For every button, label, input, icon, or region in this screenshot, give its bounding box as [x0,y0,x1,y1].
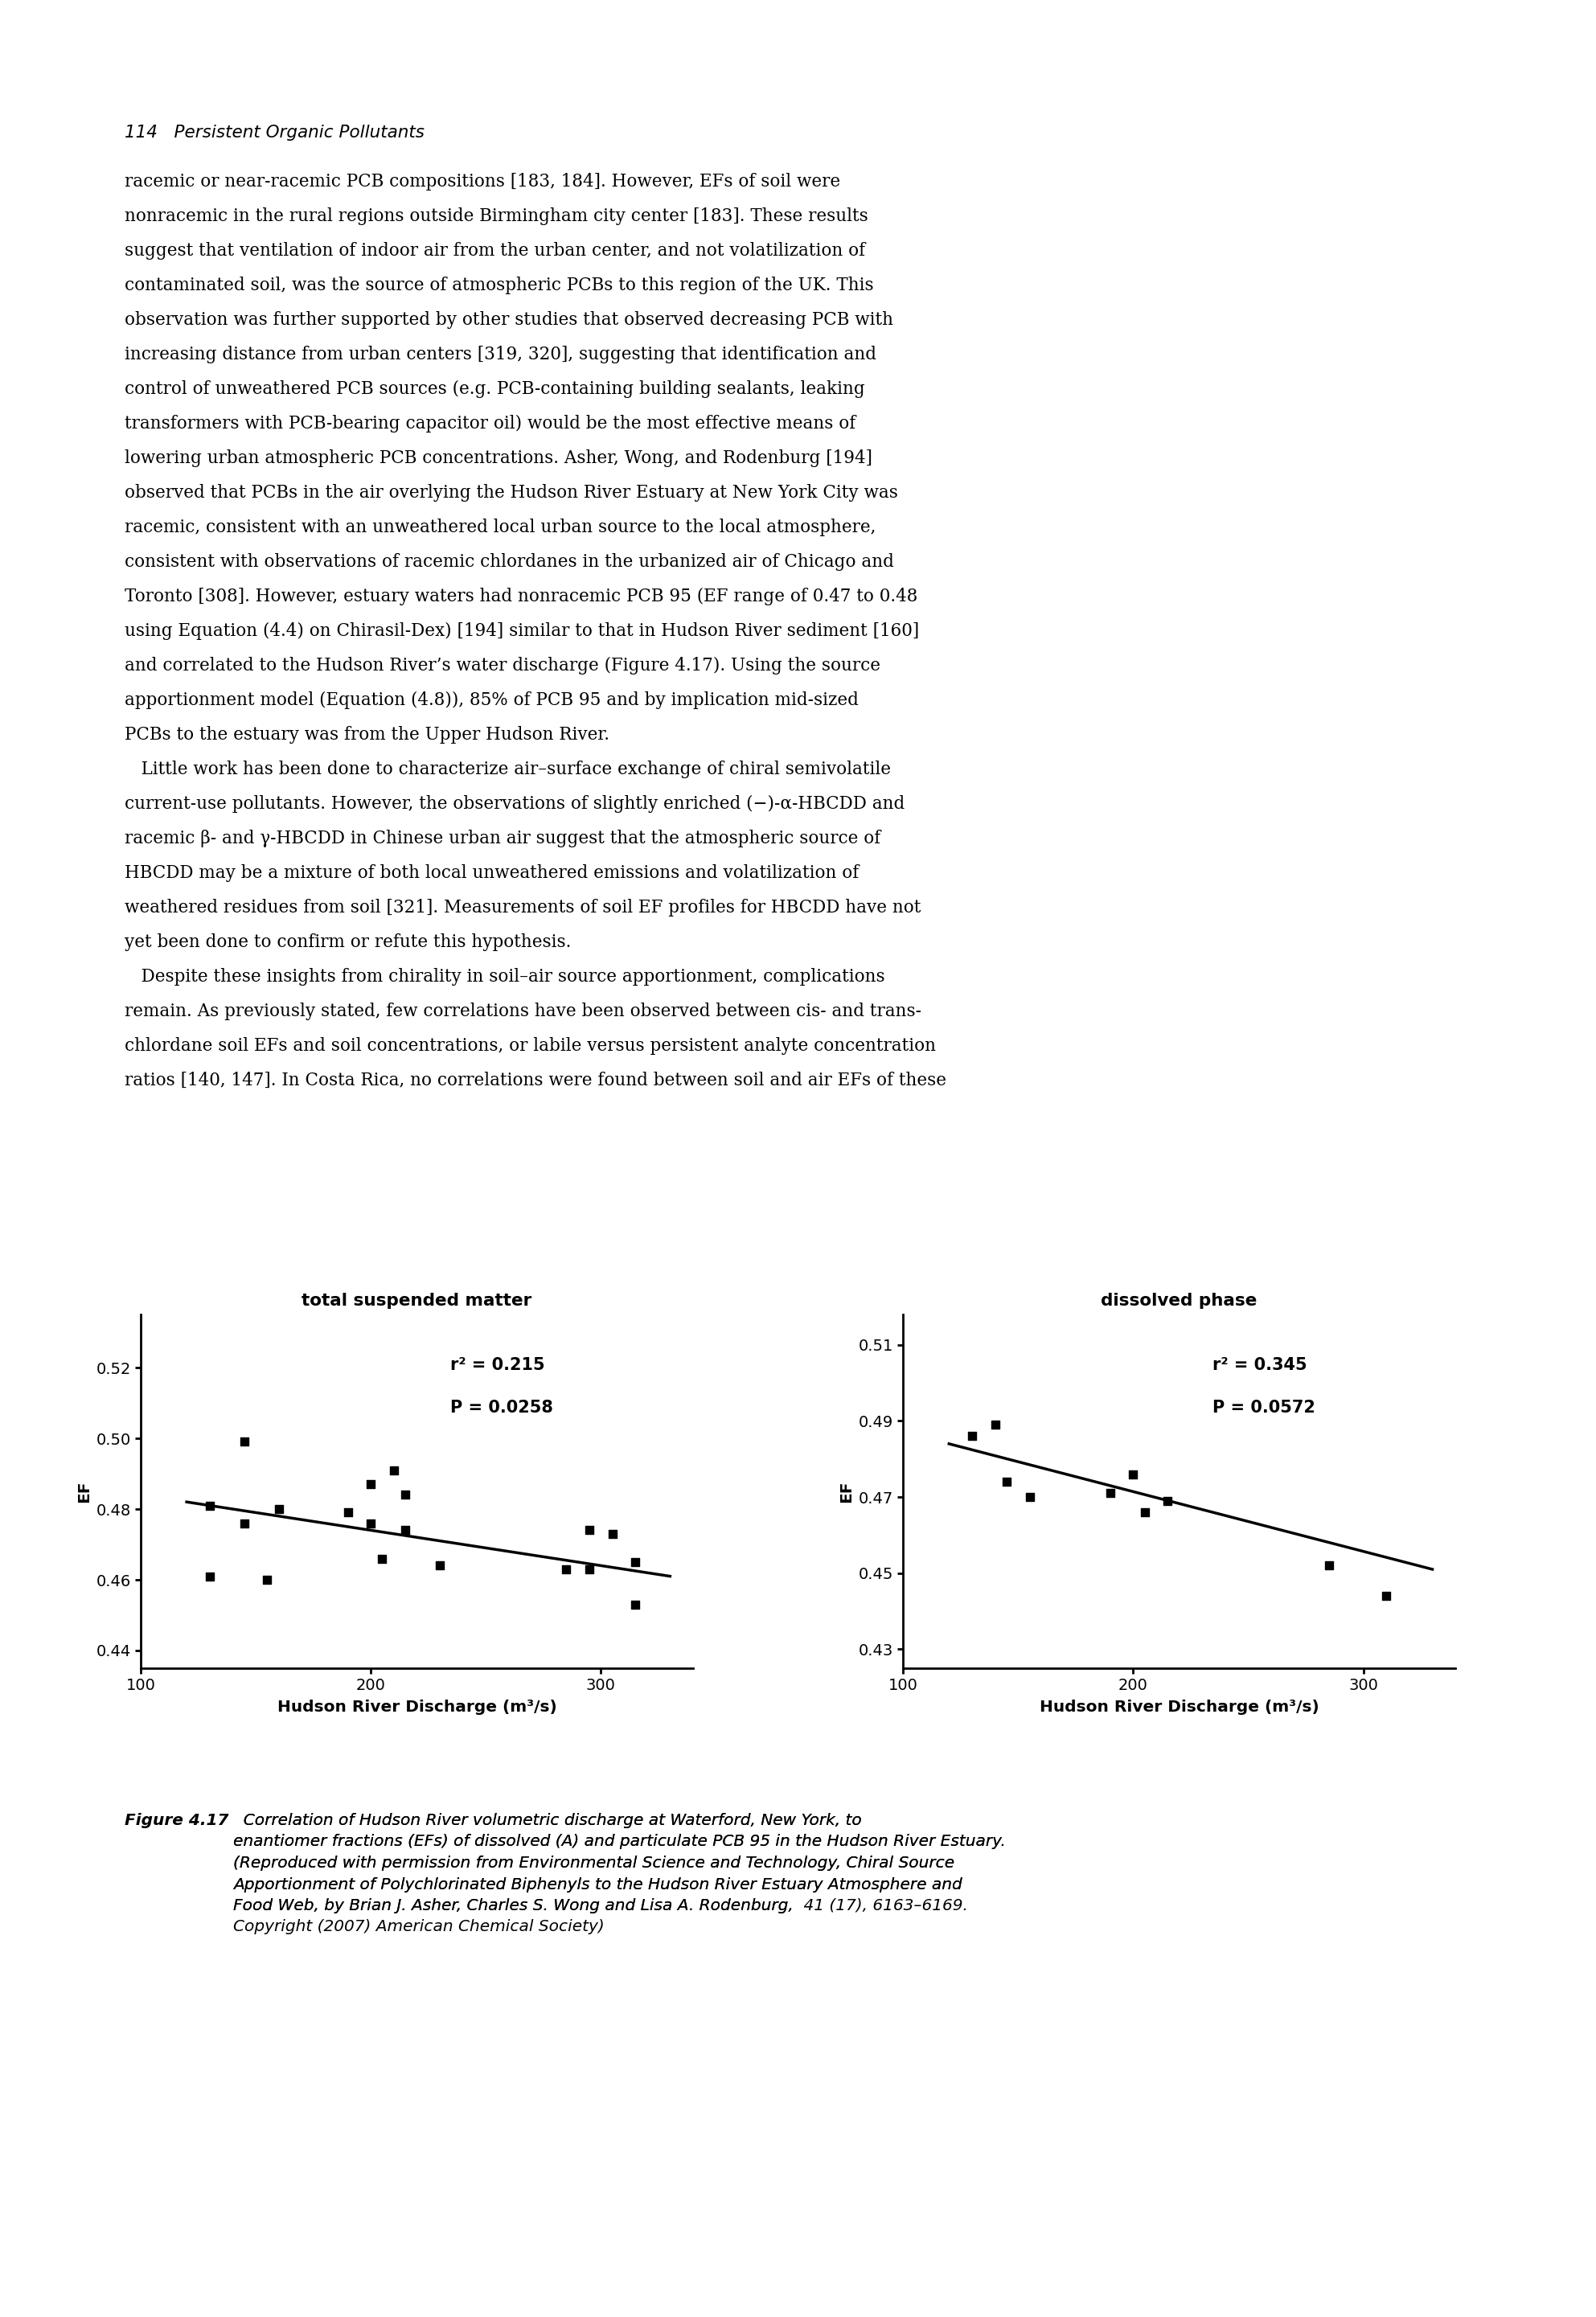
Point [994,1464,1020,1501]
Text: using Equation (4.4) on Chirasil-Dex) [194] similar to that in Hudson River sedi: using Equation (4.4) on Chirasil-Dex) [1… [124,623,919,639]
Point [428,1548,453,1585]
Point [231,1504,257,1541]
Point [393,1476,418,1513]
Text: Correlation of Hudson River volumetric discharge at Waterford, New York, to
enan: Correlation of Hudson River volumetric d… [233,1812,1005,1935]
Point [370,1541,396,1578]
Text: weathered residues from soil [321]. Measurements of soil EF profiles for HBCDD h: weathered residues from soil [321]. Meas… [124,899,921,918]
Text: r² = 0.345: r² = 0.345 [1213,1358,1307,1374]
Text: HBCDD may be a mixture of both local unweathered emissions and volatilization of: HBCDD may be a mixture of both local unw… [124,864,859,883]
Text: transformers with PCB-bearing capacitor oil) would be the most effective means o: transformers with PCB-bearing capacitor … [124,415,855,433]
Point [196,1488,222,1525]
Text: Despite these insights from chirality in soil–air source apportionment, complica: Despite these insights from chirality in… [124,969,884,985]
Text: Figure 4.17: Figure 4.17 [124,1812,228,1828]
Text: PCBs to the estuary was from the Upper Hudson River.: PCBs to the estuary was from the Upper H… [124,725,610,744]
Text: lowering urban atmospheric PCB concentrations. Asher, Wong, and Rodenburg [194]: lowering urban atmospheric PCB concentra… [124,449,873,468]
X-axis label: Hudson River Discharge (m³/s): Hudson River Discharge (m³/s) [278,1701,557,1715]
Text: current-use pollutants. However, the observations of slightly enriched (−)-α-HBC: current-use pollutants. However, the obs… [124,795,905,813]
Point [267,1490,292,1527]
Text: Little work has been done to characterize air–surface exchange of chiral semivol: Little work has been done to characteriz… [124,760,891,779]
Text: yet been done to confirm or refute this hypothesis.: yet been done to confirm or refute this … [124,934,571,950]
Point [600,1515,626,1552]
Title: dissolved phase: dissolved phase [1101,1293,1258,1309]
Point [554,1550,579,1587]
Point [622,1543,648,1580]
Point [959,1418,985,1455]
Point [1120,1455,1146,1492]
Text: nonracemic in the rural regions outside Birmingham city center [183]. These resu: nonracemic in the rural regions outside … [124,209,868,225]
Text: racemic, consistent with an unweathered local urban source to the local atmosphe: racemic, consistent with an unweathered … [124,519,876,535]
Text: chlordane soil EFs and soil concentrations, or labile versus persistent analyte : chlordane soil EFs and soil concentratio… [124,1038,935,1054]
Y-axis label: EF: EF [77,1481,91,1501]
Text: r² = 0.215: r² = 0.215 [450,1358,544,1374]
Text: suggest that ventilation of indoor air from the urban center, and not volatiliza: suggest that ventilation of indoor air f… [124,241,865,260]
Text: ratios [140, 147]. In Costa Rica, no correlations were found between soil and ai: ratios [140, 147]. In Costa Rica, no cor… [124,1073,946,1089]
Point [335,1494,361,1532]
Point [622,1587,648,1624]
Point [576,1550,602,1587]
Text: increasing distance from urban centers [319, 320], suggesting that identificatio: increasing distance from urban centers [… [124,345,876,364]
Text: observed that PCBs in the air overlying the Hudson River Estuary at New York Cit: observed that PCBs in the air overlying … [124,484,899,503]
X-axis label: Hudson River Discharge (m³/s): Hudson River Discharge (m³/s) [1039,1701,1318,1715]
Text: and correlated to the Hudson River’s water discharge (Figure 4.17). Using the so: and correlated to the Hudson River’s wat… [124,656,881,674]
Point [196,1557,222,1594]
Text: apportionment model (Equation (4.8)), 85% of PCB 95 and by implication mid-sized: apportionment model (Equation (4.8)), 85… [124,690,859,709]
Point [1156,1483,1181,1520]
Text: observation was further supported by other studies that observed decreasing PCB : observation was further supported by oth… [124,310,894,329]
Point [393,1511,418,1548]
Text: remain. As previously stated, few correlations have been observed between cis- a: remain. As previously stated, few correl… [124,1003,921,1019]
Text: control of unweathered PCB sources (e.g. PCB-containing building sealants, leaki: control of unweathered PCB sources (e.g.… [124,380,865,399]
Point [1098,1474,1124,1511]
Y-axis label: EF: EF [839,1481,854,1501]
Title: total suspended matter: total suspended matter [302,1293,531,1309]
Text: racemic β- and γ-HBCDD in Chinese urban air suggest that the atmospheric source : racemic β- and γ-HBCDD in Chinese urban … [124,829,881,848]
Text: consistent with observations of racemic chlordanes in the urbanized air of Chica: consistent with observations of racemic … [124,554,894,570]
Point [231,1423,257,1460]
Point [576,1511,602,1548]
Point [254,1562,279,1599]
Text: P = 0.0258: P = 0.0258 [450,1399,552,1416]
Text: Correlation of Hudson River volumetric discharge at Waterford, New York, to
enan: Correlation of Hudson River volumetric d… [233,1812,1005,1914]
Point [1317,1548,1342,1585]
Text: P = 0.0572: P = 0.0572 [1213,1399,1315,1416]
Text: racemic or near-racemic PCB compositions [183, 184]. However, EFs of soil were: racemic or near-racemic PCB compositions… [124,174,841,190]
Text: 114   Persistent Organic Pollutants: 114 Persistent Organic Pollutants [124,125,425,141]
Point [1374,1578,1400,1615]
Point [358,1467,383,1504]
Point [1017,1478,1042,1515]
Point [358,1504,383,1541]
Point [1132,1494,1157,1532]
Point [381,1450,407,1488]
Point [982,1406,1007,1443]
Text: Toronto [308]. However, estuary waters had nonracemic PCB 95 (EF range of 0.47 t: Toronto [308]. However, estuary waters h… [124,589,918,605]
Text: contaminated soil, was the source of atmospheric PCBs to this region of the UK. : contaminated soil, was the source of atm… [124,276,873,294]
